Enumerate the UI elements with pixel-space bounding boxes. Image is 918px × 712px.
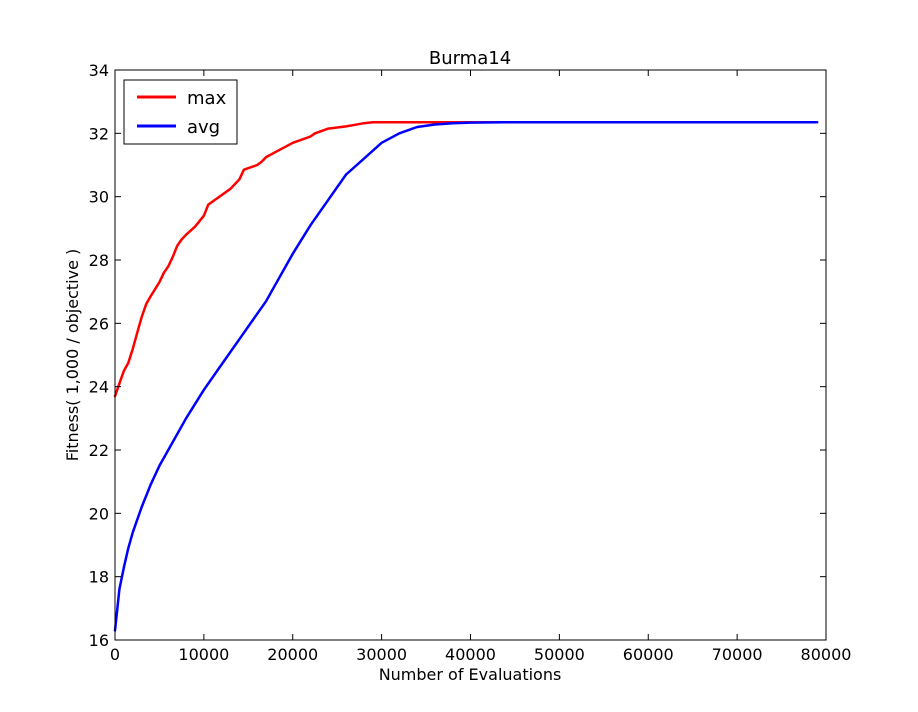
x-axis-label: Number of Evaluations — [379, 665, 562, 684]
x-tick-label: 0 — [110, 645, 120, 664]
legend-box — [123, 79, 238, 145]
y-tick-label: 30 — [89, 188, 109, 207]
x-tick-label: 50000 — [534, 645, 585, 664]
y-tick-label: 24 — [89, 378, 109, 397]
x-tick-label: 20000 — [267, 645, 318, 664]
y-tick-label: 16 — [89, 631, 109, 650]
x-tick-label: 80000 — [801, 645, 852, 664]
chart-title: Burma14 — [429, 48, 511, 69]
y-tick-label: 20 — [89, 504, 109, 523]
y-tick-label: 34 — [89, 61, 109, 80]
x-tick-label: 70000 — [712, 645, 763, 664]
x-tick-label: 30000 — [356, 645, 407, 664]
legend-label-avg: avg — [187, 117, 220, 138]
y-tick-label: 28 — [89, 251, 109, 270]
series-layer — [113, 120, 819, 632]
y-axis-label: Fitness( 1,000 / objective ) — [63, 249, 82, 462]
x-tick-label: 10000 — [178, 645, 229, 664]
x-tick-label: 40000 — [445, 645, 496, 664]
y-tick-label: 18 — [89, 568, 109, 587]
y-tick-label: 22 — [89, 441, 109, 460]
legend-label-max: max — [187, 88, 227, 109]
legend: max avg — [123, 79, 238, 145]
series-line-avg — [113, 120, 819, 632]
series-line-max — [113, 120, 819, 398]
x-tick-label: 60000 — [623, 645, 674, 664]
y-tick-label: 32 — [89, 124, 109, 143]
ticks-layer: 0 10000 20000 30000 40000 50000 60000 70000 8000… — [89, 61, 852, 664]
y-tick-label: 26 — [89, 314, 109, 333]
